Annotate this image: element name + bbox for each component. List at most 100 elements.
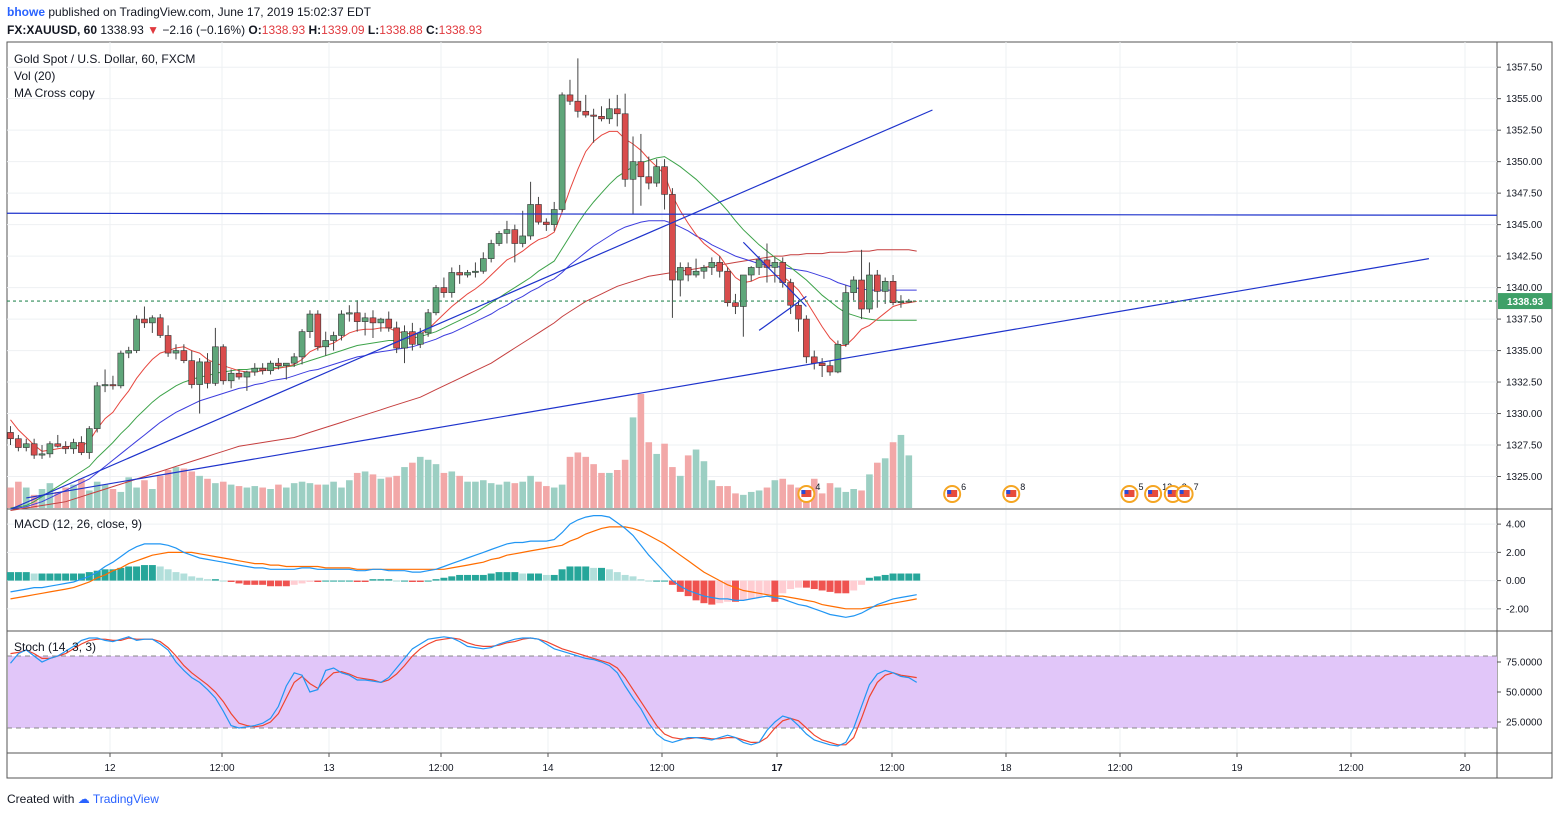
volume-bar xyxy=(708,480,716,508)
volume-bar xyxy=(905,455,913,508)
volume-bar xyxy=(740,494,747,508)
macd-histogram-bar xyxy=(148,565,156,581)
time-label: 18 xyxy=(1000,763,1012,774)
macd-line xyxy=(10,514,917,618)
volume-bar xyxy=(15,481,22,508)
candle-body xyxy=(755,259,763,268)
economic-events[interactable]: 46851227 xyxy=(797,482,1199,503)
volume-bar xyxy=(196,475,203,508)
time-axis[interactable]: 12 12:00 13 12:00 14 12:00 17 12:00 18 12:00 19 12:… xyxy=(104,753,1471,774)
candle-body xyxy=(716,262,724,272)
candle-body xyxy=(637,161,645,178)
macd-histogram-bar xyxy=(810,580,818,590)
price-label: 1340.00 xyxy=(1506,283,1543,294)
stoch-k-line xyxy=(10,636,918,747)
candle-body xyxy=(109,384,117,387)
last-price-tag xyxy=(1498,293,1552,310)
macd-histogram-bar xyxy=(345,580,353,582)
candle-body xyxy=(361,317,369,322)
author-name[interactable]: bhowe xyxy=(7,5,45,19)
macd-histogram-bar xyxy=(30,573,38,581)
candlesticks xyxy=(7,58,913,459)
volume-bar xyxy=(590,464,597,508)
macd-histogram-bar xyxy=(850,580,858,591)
candle-body xyxy=(259,367,266,372)
candle-body xyxy=(172,350,180,354)
macd-histogram-bar xyxy=(755,580,763,598)
candle-body xyxy=(795,304,802,320)
macd-histogram-bar xyxy=(164,569,172,581)
candle-body xyxy=(858,279,865,310)
price-axis[interactable]: 1357.50 1355.00 1352.50 1350.00 1347.50 1345.… xyxy=(1497,63,1543,729)
candle-body xyxy=(54,443,62,447)
event-count: 7 xyxy=(1194,482,1199,492)
candle-body xyxy=(598,116,605,120)
candle-body xyxy=(78,442,85,453)
legend-stoch[interactable]: Stoch (14, 3, 3) xyxy=(14,640,97,654)
macd-histogram-bar xyxy=(834,580,842,594)
volume-bar xyxy=(629,417,637,508)
candle-body xyxy=(196,361,203,385)
stoch-axis-label: 50.0000 xyxy=(1506,688,1543,699)
volume-bar xyxy=(881,458,889,508)
volume-bar xyxy=(275,484,282,508)
us-flag-canton xyxy=(1179,490,1184,494)
grid-lines xyxy=(7,42,1497,752)
volume-bar xyxy=(172,467,180,508)
candle-body xyxy=(290,356,298,364)
volume-bar xyxy=(361,471,369,508)
macd-histogram-bar xyxy=(582,566,590,581)
tradingview-logo-icon[interactable]: ☁ xyxy=(77,792,90,806)
volume-bar xyxy=(188,471,196,508)
candle-body xyxy=(700,267,708,272)
macd-histogram-bar xyxy=(93,570,101,581)
legend-volume[interactable]: Vol (20) xyxy=(14,69,56,83)
candle-body xyxy=(38,453,46,456)
candle-body xyxy=(724,270,731,304)
candle-body xyxy=(440,287,448,293)
price-label: 1325.00 xyxy=(1506,472,1543,483)
symbol-info: FX:XAUUSD, 60 1338.93 ▼ −2.16 (−0.16%) O… xyxy=(7,23,482,37)
volume-bar xyxy=(416,456,424,508)
macd-histogram-bar xyxy=(424,580,432,582)
legend-ma-cross[interactable]: MA Cross copy xyxy=(14,86,95,100)
candle-body xyxy=(141,318,148,324)
volume-bar xyxy=(330,481,337,508)
stoch-d-line xyxy=(10,637,917,746)
volume-bar xyxy=(125,477,132,508)
us-flag-icon xyxy=(1124,490,1135,497)
volume-bar xyxy=(779,478,787,508)
us-flag-canton xyxy=(1006,490,1011,494)
macd-histogram-bar xyxy=(684,580,692,597)
candle-body xyxy=(93,385,101,429)
candle-body xyxy=(834,343,842,373)
volume-bar xyxy=(109,489,117,508)
trendlines[interactable] xyxy=(6,109,1498,510)
macd-histogram-bar xyxy=(180,573,188,581)
volume-bar xyxy=(574,452,582,508)
volume-bar xyxy=(653,453,660,508)
low-value: 1338.88 xyxy=(379,23,423,37)
tradingview-brand[interactable]: TradingView xyxy=(92,792,159,806)
candle-body xyxy=(582,110,590,116)
macd-histogram-bar xyxy=(897,573,905,581)
time-label: 13 xyxy=(323,763,335,774)
candle-body xyxy=(479,258,487,272)
volume-bar xyxy=(204,478,211,508)
volume-bar xyxy=(314,484,322,508)
macd-histogram-bar xyxy=(38,573,46,581)
low-label: L: xyxy=(367,23,380,37)
macd-histogram-bar xyxy=(858,580,866,585)
macd-histogram-bar xyxy=(172,572,180,581)
volume-bar xyxy=(771,480,779,508)
ma-green-line xyxy=(10,156,917,509)
volume-bar xyxy=(346,480,353,508)
candle-body xyxy=(46,443,54,455)
candle-body xyxy=(606,108,613,120)
volume-bar xyxy=(889,442,897,508)
macd-histogram-bar xyxy=(251,580,259,585)
legend-macd[interactable]: MACD (12, 26, close, 9) xyxy=(14,517,143,531)
volume-bars xyxy=(7,394,913,508)
candle-body xyxy=(251,367,259,373)
